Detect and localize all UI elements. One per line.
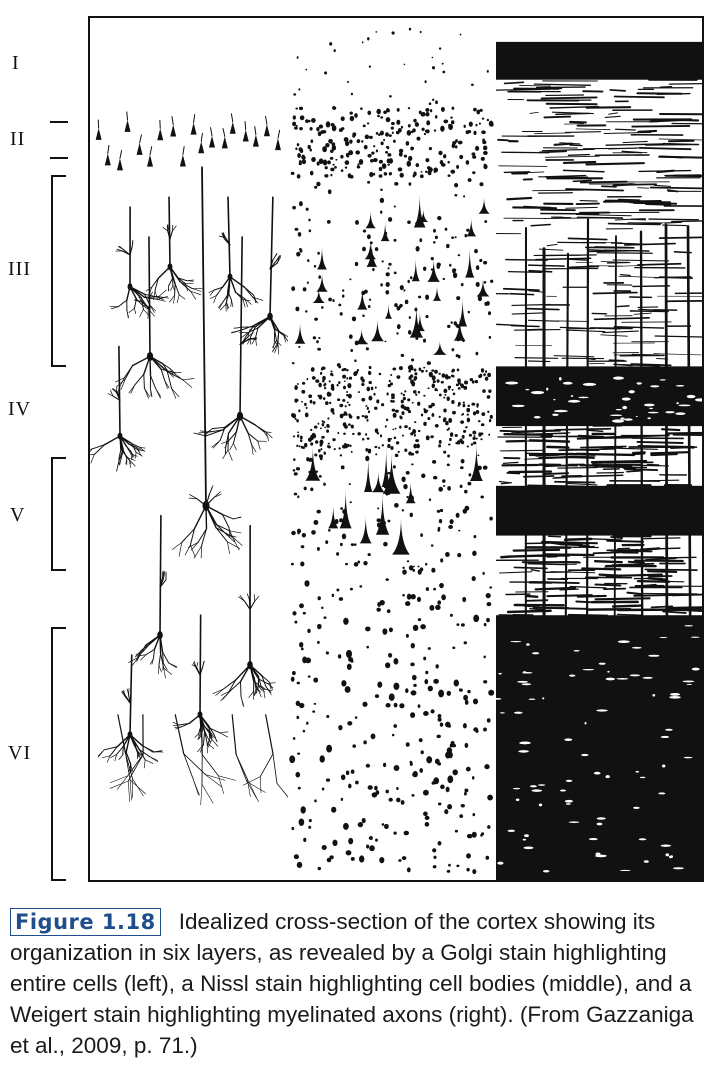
layer-label-v: V [10,504,26,526]
layer-v-bracket [51,457,66,571]
layer-label-iv: IV [8,398,32,420]
golgi-stain-panel [90,18,288,880]
stain-panels [88,16,704,882]
layer-vi-bracket [51,627,66,881]
weigert-myelin-illustration [496,41,702,880]
figure-number-label: Figure 1.18 [10,908,161,936]
nissl-stain-panel [288,18,496,880]
layer-label-i: I [12,52,20,74]
figure-caption: Figure 1.18 Idealized cross-section of th… [10,906,710,1061]
cortex-figure: I II III IV V VI [8,16,704,882]
figure-caption-text: Idealized cross-section of the cortex sh… [10,909,694,1058]
nissl-cell-bodies-illustration [289,27,495,875]
layer-iii-bracket [51,175,66,367]
layer-label-vi: VI [8,742,32,764]
layer-markers [50,121,68,881]
layer-label-iii: III [8,258,31,280]
golgi-neurons-illustration [90,111,288,806]
layer-label-ii: II [10,128,26,150]
weigert-stain-panel [496,18,702,880]
